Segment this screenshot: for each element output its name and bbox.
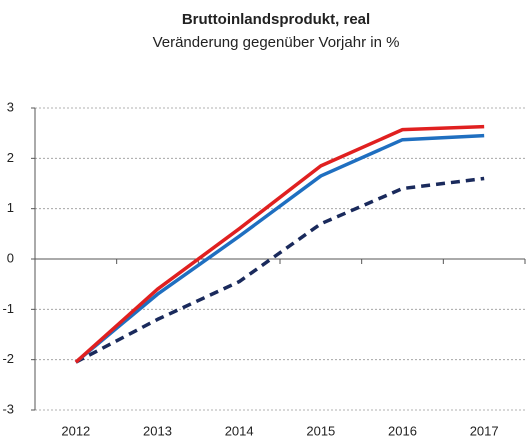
y-tick-label: 1 xyxy=(7,200,14,215)
series-line xyxy=(74,133,485,364)
y-tick-label: -3 xyxy=(2,401,14,416)
x-tick-label: 2017 xyxy=(470,423,499,438)
y-tick-label: 2 xyxy=(7,150,14,165)
chart-title: Bruttoinlandsprodukt, real xyxy=(182,11,370,28)
x-tick-label: 2014 xyxy=(225,423,254,438)
chart-subtitle: Veränderung gegenüber Vorjahr in % xyxy=(153,34,400,51)
series-line xyxy=(75,176,485,364)
y-tick-label: 3 xyxy=(7,99,14,114)
y-tick-label: -1 xyxy=(2,301,14,316)
x-tick-label: 2015 xyxy=(306,423,335,438)
x-tick-label: 2016 xyxy=(388,423,417,438)
series-line xyxy=(74,124,485,364)
x-tick-label: 2012 xyxy=(61,423,90,438)
y-tick-label: 0 xyxy=(7,250,14,265)
x-tick-label: 2013 xyxy=(143,423,172,438)
y-tick-label: -2 xyxy=(2,351,14,366)
